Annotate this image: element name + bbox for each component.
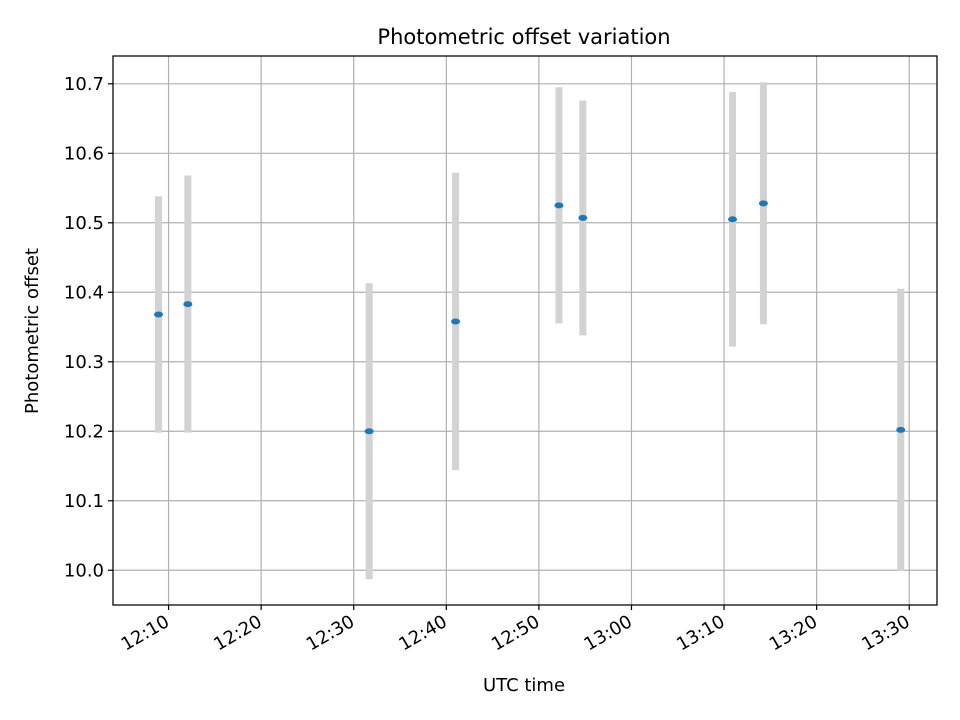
y-tick-label: 10.6 [64, 143, 104, 164]
x-tick-label: 12:30 [303, 611, 358, 655]
data-point [154, 311, 164, 318]
data-point [183, 301, 193, 308]
y-tick-label: 10.3 [64, 352, 104, 373]
chart-title: Photometric offset variation [377, 25, 670, 49]
x-tick-label: 12:10 [118, 611, 173, 655]
x-tick-label: 12:50 [488, 611, 543, 655]
data-point [896, 426, 906, 433]
data-point [364, 428, 374, 435]
x-tick-label: 13:00 [581, 611, 636, 655]
y-axis: 10.0 10.1 10.2 10.3 10.4 10.5 10.6 10.7 [64, 74, 113, 581]
x-axis: 12:10 12:20 12:30 12:40 12:50 13:00 13:10 13:20… [118, 605, 914, 655]
x-tick-label: 13:30 [858, 611, 913, 655]
data-point [554, 202, 564, 209]
y-tick-label: 10.4 [64, 282, 104, 303]
y-tick-label: 10.0 [64, 560, 104, 581]
error-bars [155, 82, 905, 580]
data-point [728, 216, 738, 223]
y-tick-label: 10.2 [64, 421, 104, 442]
x-tick-label: 13:20 [766, 611, 821, 655]
data-point [451, 318, 461, 325]
y-tick-label: 10.7 [64, 74, 104, 95]
plot-frame [112, 55, 938, 606]
data-points [154, 200, 906, 435]
x-tick-label: 12:20 [210, 611, 265, 655]
y-tick-label: 10.5 [64, 213, 104, 234]
x-tick-label: 13:10 [673, 611, 728, 655]
y-tick-label: 10.1 [64, 491, 104, 512]
data-point [578, 214, 588, 221]
y-axis-title: Photometric offset [22, 248, 43, 414]
grid [113, 56, 937, 605]
x-tick-label: 12:40 [395, 611, 450, 655]
data-point [758, 200, 768, 207]
x-axis-title: UTC time [483, 675, 565, 696]
